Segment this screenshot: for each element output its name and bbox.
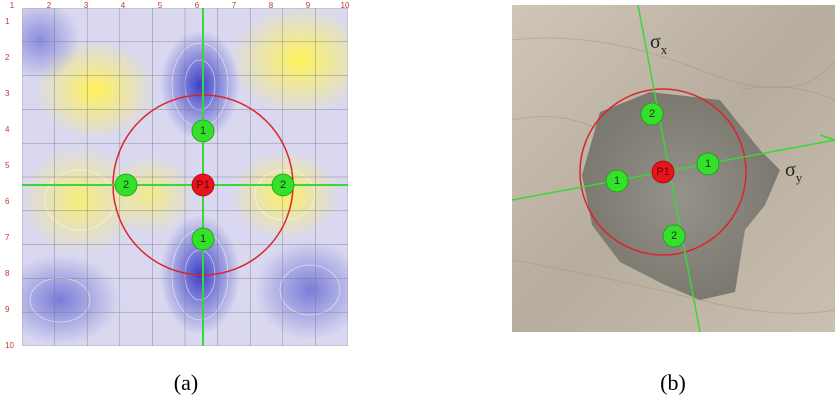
x-label: 8 <box>269 1 274 10</box>
marker-label: 1 <box>200 233 206 245</box>
marker-label: 2 <box>123 179 129 191</box>
x-label: 4 <box>121 1 126 10</box>
x-label: 10 <box>341 1 350 10</box>
y-label: 7 <box>5 233 10 242</box>
axis-subscript: x <box>661 42 668 57</box>
marker-label: P1 <box>656 166 669 178</box>
x-label: 5 <box>158 1 163 10</box>
marker-label: 2 <box>280 179 286 191</box>
y-label: 4 <box>5 125 10 134</box>
marker-label: 1 <box>705 158 711 170</box>
caption: (a) <box>174 370 198 395</box>
x-label: 7 <box>232 1 237 10</box>
marker-label: 1 <box>200 125 206 137</box>
marker-label: 1 <box>614 175 620 187</box>
y-label: 9 <box>5 305 10 314</box>
y-label: 8 <box>5 269 10 278</box>
x-label: 2 <box>47 1 52 10</box>
axis-symbol: σ <box>650 31 661 53</box>
y-label: 1 <box>5 17 10 26</box>
contour-map <box>0 0 370 346</box>
marker-label: P1 <box>196 179 209 191</box>
axis-subscript: y <box>796 170 803 185</box>
y-label: 3 <box>5 89 10 98</box>
y-label: 2 <box>5 53 10 62</box>
x-label: 9 <box>306 1 311 10</box>
marker-label: 2 <box>649 108 655 120</box>
caption: (b) <box>660 370 686 395</box>
y-label: 6 <box>5 197 10 206</box>
x-label: 1 <box>10 1 15 10</box>
x-label: 6 <box>195 1 200 10</box>
y-label: 5 <box>5 161 10 170</box>
y-label: 10 <box>5 341 14 350</box>
marker-label: 2 <box>671 230 677 242</box>
axis-symbol: σ <box>785 159 796 181</box>
figure: 1234567891012345678910P11122P12112σxσy(a… <box>0 0 836 409</box>
x-label: 3 <box>84 1 89 10</box>
